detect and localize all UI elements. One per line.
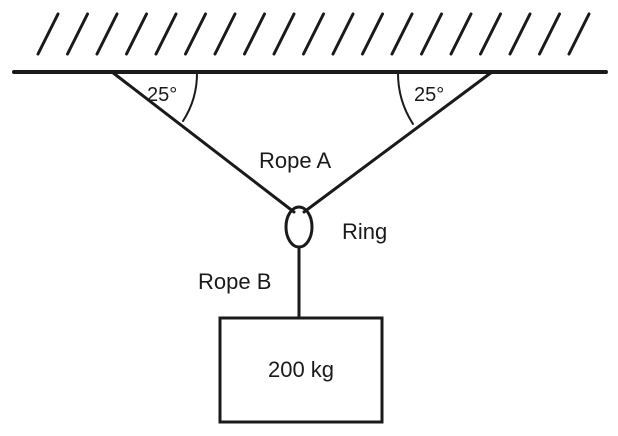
ceiling-hatch-mark	[538, 12, 561, 56]
ceiling-hatch-mark	[508, 12, 532, 56]
ceiling-hatch-mark	[361, 12, 384, 56]
rope-a-label: Rope A	[259, 148, 331, 173]
ceiling-hatch-mark	[154, 12, 178, 56]
mass-label: 200 kg	[268, 357, 334, 382]
rope-a-left	[110, 70, 296, 214]
ceiling-hatch-mark	[390, 12, 414, 56]
ceiling-hatching	[36, 12, 591, 56]
left-angle-arc	[182, 71, 199, 122]
rope-b-label: Rope B	[198, 269, 271, 294]
ceiling-hatch-mark	[66, 12, 89, 56]
ceiling-hatch-mark	[479, 12, 502, 56]
ring	[284, 205, 314, 249]
ceiling-hatch-mark	[449, 12, 473, 56]
left-angle-label: 25°	[147, 84, 177, 106]
ceiling-hatch-mark	[125, 12, 148, 56]
ceiling-hatch-mark	[302, 12, 325, 56]
ring-label: Ring	[342, 219, 387, 244]
mass-block	[218, 316, 384, 424]
ceiling-hatch-mark	[184, 12, 207, 56]
ceiling-hatch-mark	[213, 12, 237, 56]
ceiling-hatch-mark	[272, 12, 296, 56]
rope-a-right	[302, 70, 494, 214]
ceiling-hatch-mark	[420, 12, 443, 56]
ceiling-hatch-mark	[567, 12, 591, 56]
ceiling-hatch-mark	[95, 12, 119, 56]
ceiling-hatch-mark	[243, 12, 266, 56]
ceiling-hatch-mark	[331, 12, 355, 56]
ceiling-hatch-mark	[36, 12, 60, 56]
right-angle-arc	[396, 71, 414, 125]
right-angle-label: 25°	[414, 84, 444, 106]
